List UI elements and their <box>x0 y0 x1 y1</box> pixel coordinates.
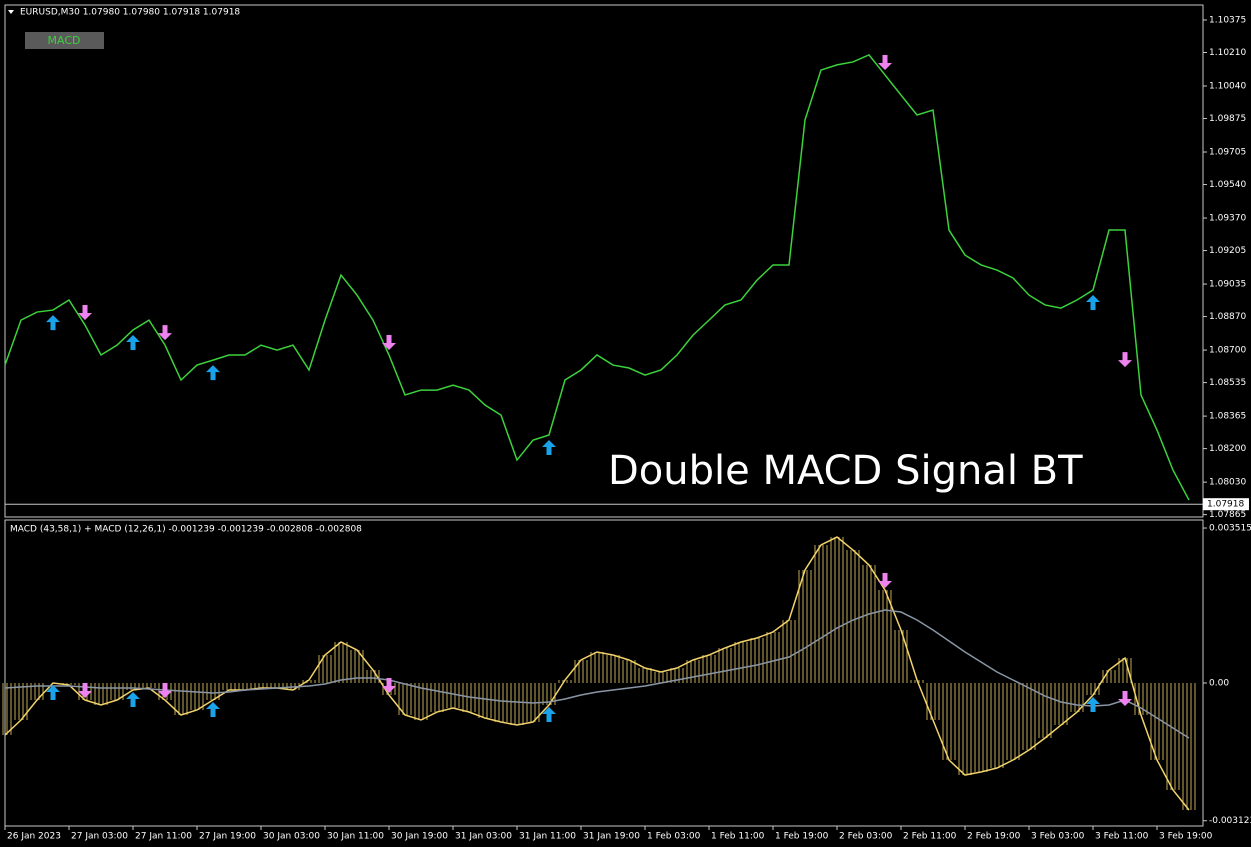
y-tick-label: 1.09705 <box>1209 148 1246 158</box>
signal-line <box>4 609 1190 739</box>
macd-outline <box>4 536 1190 811</box>
x-tick-label: 2 Feb 11:00 <box>903 832 957 842</box>
macd-button[interactable] <box>25 32 104 49</box>
up-signal-arrow <box>1086 294 1100 310</box>
x-tick-label: 31 Jan 03:00 <box>455 832 512 842</box>
y-tick-label: 1.07865 <box>1209 510 1246 520</box>
price-panel <box>4 4 1204 518</box>
y-tick-label: 1.08535 <box>1209 378 1246 388</box>
macd-button-label[interactable]: MACD <box>48 34 81 47</box>
up-signal-arrow <box>126 692 140 708</box>
down-signal-arrow <box>78 683 92 699</box>
up-signal-arrow <box>126 334 140 350</box>
down-signal-arrow <box>878 573 892 589</box>
down-signal-arrow <box>382 678 396 694</box>
down-signal-arrow <box>1118 691 1132 707</box>
x-tick-label: 2 Feb 03:00 <box>839 832 893 842</box>
x-tick-label: 27 Jan 11:00 <box>135 832 192 842</box>
y-tick-label: 1.09205 <box>1209 246 1246 256</box>
up-signal-arrow <box>542 707 556 723</box>
y-tick-label: 1.08870 <box>1209 312 1246 322</box>
x-tick-label: 30 Jan 19:00 <box>391 832 448 842</box>
last-price-label: 1.07918 <box>1207 500 1244 510</box>
menu-triangle[interactable] <box>8 10 14 14</box>
x-tick-label: 30 Jan 11:00 <box>327 832 384 842</box>
x-tick-label: 3 Feb 03:00 <box>1031 832 1085 842</box>
y-tick-label: 1.09370 <box>1209 214 1246 224</box>
x-tick-label: 27 Jan 03:00 <box>71 832 128 842</box>
y-tick-label: 1.09035 <box>1209 280 1246 290</box>
y-tick-label: 1.08700 <box>1209 346 1246 356</box>
watermark: Double MACD Signal BT <box>608 448 1083 494</box>
y-tick-label: 0.003515 <box>1209 524 1251 534</box>
last-price-box <box>1203 498 1249 511</box>
y-tick-label: 0.00 <box>1209 679 1229 689</box>
y-tick-label: 1.10375 <box>1209 15 1246 25</box>
x-tick-label: 3 Feb 19:00 <box>1159 832 1213 842</box>
up-signal-arrow <box>206 365 220 381</box>
down-signal-arrow <box>878 54 892 70</box>
down-signal-arrow <box>158 683 172 699</box>
down-signal-arrow <box>78 305 92 321</box>
y-tick-label: -0.003123 <box>1209 816 1251 826</box>
x-tick-label: 26 Jan 2023 <box>7 832 61 842</box>
down-signal-arrow <box>1118 352 1132 368</box>
x-tick-label: 31 Jan 19:00 <box>583 832 640 842</box>
down-signal-arrow <box>158 325 172 341</box>
y-tick-label: 1.08365 <box>1209 412 1246 422</box>
x-tick-label: 1 Feb 19:00 <box>775 832 829 842</box>
down-signal-arrow <box>382 335 396 351</box>
up-signal-arrow <box>46 315 60 331</box>
y-tick-label: 1.08030 <box>1209 478 1246 488</box>
indicator-header: MACD (43,58,1) + MACD (12,26,1) -0.00123… <box>10 525 362 535</box>
y-tick-label: 1.09540 <box>1209 180 1246 190</box>
x-tick-label: 30 Jan 03:00 <box>263 832 320 842</box>
x-tick-label: 3 Feb 11:00 <box>1095 832 1149 842</box>
macd-panel <box>4 519 1204 827</box>
x-tick-label: 1 Feb 03:00 <box>647 832 701 842</box>
up-signal-arrow <box>46 685 60 701</box>
y-tick-label: 1.10210 <box>1209 48 1246 58</box>
symbol-header: EURUSD,M30 1.07980 1.07980 1.07918 1.079… <box>20 8 240 18</box>
up-signal-arrow <box>542 440 556 456</box>
y-tick-label: 1.10040 <box>1209 81 1246 91</box>
x-tick-label: 31 Jan 11:00 <box>519 832 576 842</box>
x-tick-label: 1 Feb 11:00 <box>711 832 765 842</box>
x-tick-label: 2 Feb 19:00 <box>967 832 1021 842</box>
up-signal-arrow <box>1086 697 1100 713</box>
price-line <box>4 53 1190 501</box>
y-tick-label: 1.09875 <box>1209 114 1246 124</box>
x-tick-label: 27 Jan 19:00 <box>199 832 256 842</box>
up-signal-arrow <box>206 702 220 718</box>
y-tick-label: 1.08200 <box>1209 444 1246 454</box>
